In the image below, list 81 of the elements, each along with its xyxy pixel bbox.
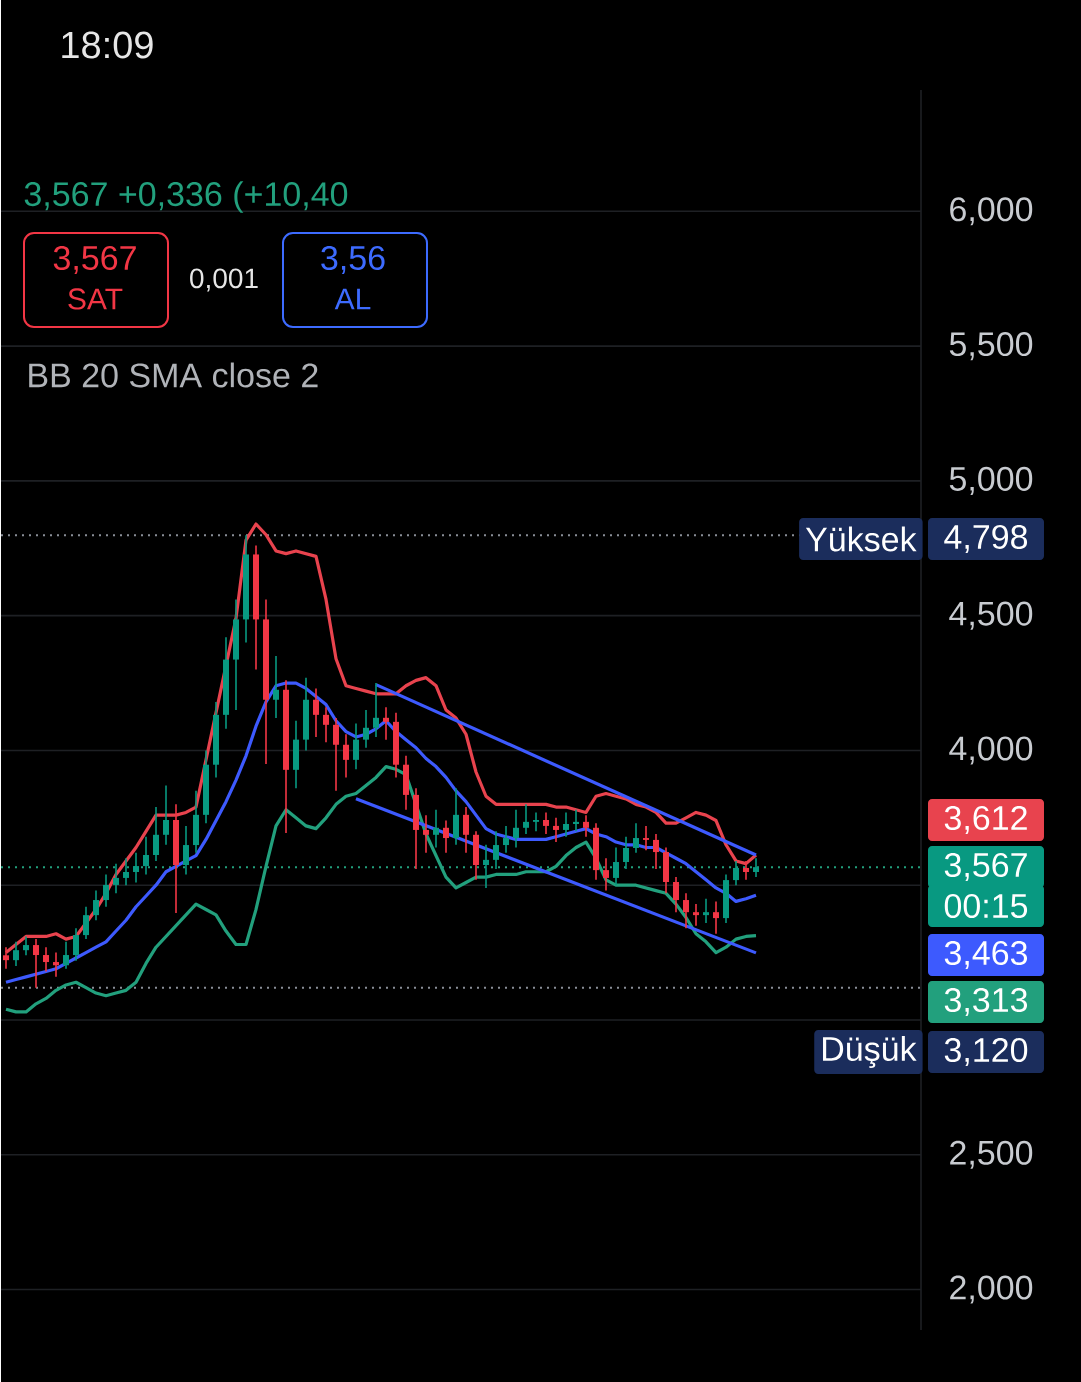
annotation: AL	[334, 288, 371, 310]
candlestick	[333, 717, 339, 792]
candlestick	[543, 811, 549, 835]
y-tick-label: 2,000	[950, 1275, 1033, 1304]
text: 3,567	[944, 852, 1027, 882]
candlestick	[93, 889, 99, 922]
candlestick	[573, 808, 579, 833]
candlestick	[623, 835, 629, 870]
candlestick	[353, 722, 359, 771]
candlestick	[103, 873, 109, 908]
candlestick	[133, 852, 139, 884]
candlestick	[383, 706, 389, 741]
candlestick	[13, 941, 19, 967]
candlestick	[443, 819, 449, 854]
candlestick	[143, 835, 149, 876]
candlestick	[23, 935, 29, 957]
annotation: 0,001	[190, 268, 258, 292]
candlestick	[273, 655, 279, 719]
candlestick	[33, 938, 39, 989]
candlestick	[503, 825, 509, 854]
text: 00:15	[944, 893, 1028, 919]
candlestick	[603, 857, 609, 892]
annotation: 3,567	[53, 245, 136, 275]
annotation: 3,56	[321, 245, 385, 275]
ref-line-label: Yüksek	[805, 526, 917, 552]
candlestick	[513, 808, 519, 849]
y-tick-label: 2,500	[950, 1140, 1033, 1169]
y-tick-label: 5,000	[949, 466, 1033, 495]
candlestick	[153, 806, 159, 862]
text: 3,612	[944, 805, 1027, 835]
candlestick	[323, 706, 329, 744]
candlestick	[533, 811, 539, 833]
candlestick	[363, 709, 369, 749]
candlestick	[43, 946, 49, 973]
y-tick-label: 4,000	[949, 736, 1033, 765]
candlestick	[453, 787, 459, 846]
text: 3,463	[944, 940, 1028, 970]
candlestick	[683, 892, 689, 930]
y-tick-label: 4,500	[949, 601, 1033, 630]
candlestick	[523, 803, 529, 835]
y-tick-label: 6,000	[950, 197, 1033, 226]
candlestick	[3, 946, 9, 970]
annotation: BB 20 SMA close 2	[29, 362, 318, 388]
candlestick	[313, 687, 319, 738]
candlestick	[613, 846, 619, 887]
candlestick	[493, 830, 499, 870]
candlestick	[343, 733, 349, 779]
candlestick	[423, 814, 429, 854]
candlestick	[693, 903, 699, 927]
candlestick	[633, 822, 639, 854]
candlestick	[703, 897, 709, 924]
ref-line-label: Düşük	[823, 1036, 917, 1068]
candlestick	[553, 817, 559, 843]
text: 4,798	[944, 524, 1028, 554]
candlestick	[433, 808, 439, 849]
candlestick	[63, 941, 69, 970]
candlestick	[583, 814, 589, 838]
candlestick	[743, 860, 749, 881]
text: 3,313	[944, 987, 1028, 1017]
text: 18:09	[62, 31, 153, 59]
candlestick	[183, 825, 189, 876]
annotation: SAT	[68, 288, 123, 310]
candlestick	[653, 833, 659, 870]
candlestick	[53, 951, 59, 978]
candlestick	[643, 825, 649, 851]
candlestick	[73, 927, 79, 962]
candlestick	[733, 860, 739, 887]
candlestick	[123, 857, 129, 887]
candlestick	[83, 905, 89, 940]
candlestick	[163, 784, 169, 846]
text: 3,120	[944, 1037, 1028, 1067]
candlestick	[673, 876, 679, 913]
candlestick	[463, 806, 469, 854]
candlestick	[713, 900, 719, 935]
text: 3,567 +0,336 (+10,40	[24, 181, 348, 213]
candlestick	[373, 682, 379, 738]
y-tick-label: 5,500	[949, 332, 1033, 361]
candlestick	[563, 811, 569, 838]
candlestick	[753, 857, 759, 878]
candlestick	[483, 843, 489, 889]
candlestick	[113, 862, 119, 895]
